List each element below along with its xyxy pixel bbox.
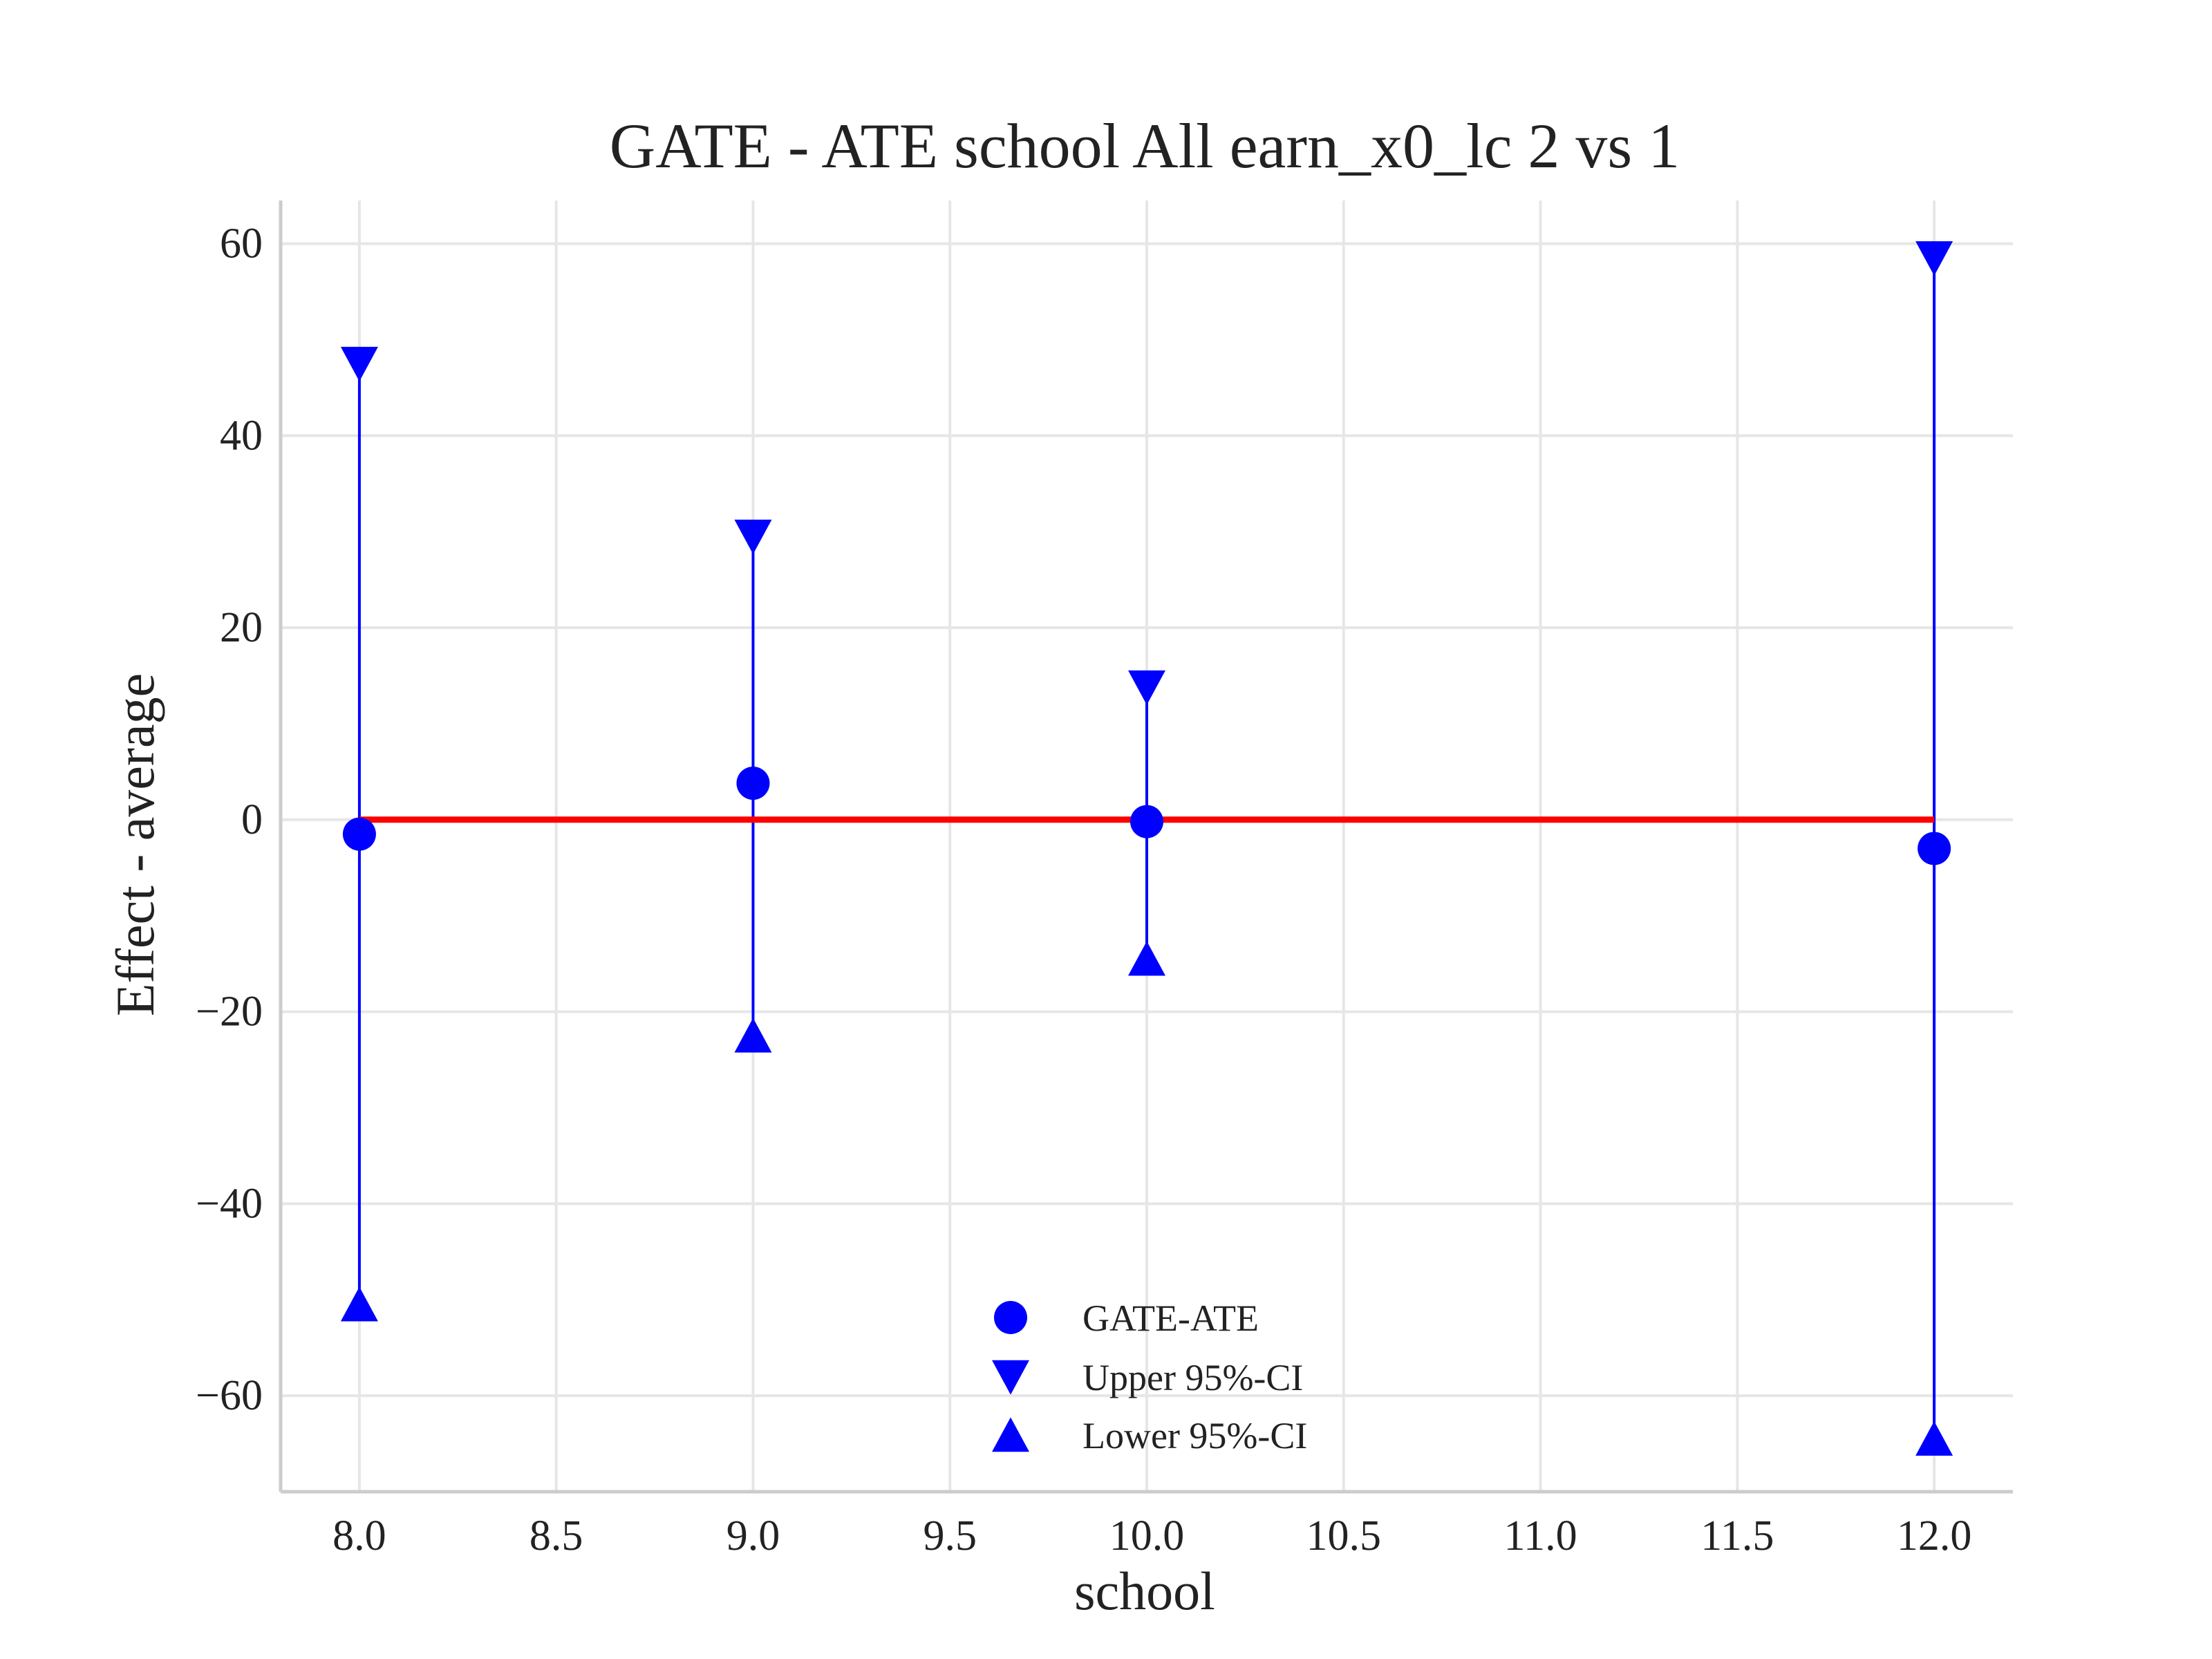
upper-ci-marker [734, 519, 772, 554]
y-tick-label: 40 [220, 412, 263, 459]
lower-ci-marker [734, 1018, 772, 1053]
x-tick-label: 9.5 [923, 1512, 977, 1559]
x-tick-label: 11.5 [1700, 1512, 1774, 1559]
upper-ci-marker [1915, 241, 1953, 276]
legend: GATE-ATE Upper 95%-CI Lower 95%-CI [992, 1297, 1307, 1456]
x-axis-label: school [1074, 1561, 1215, 1621]
upper-ci-marker [340, 346, 378, 382]
legend-label: Lower 95%-CI [1082, 1415, 1307, 1456]
x-tick-label: 12.0 [1897, 1512, 1972, 1559]
legend-label: GATE-ATE [1082, 1297, 1259, 1339]
legend-marker-gate-ate [994, 1301, 1027, 1334]
chart-title: GATE - ATE school All earn_x0_lc 2 vs 1 [610, 111, 1680, 181]
gate-ate-point [736, 767, 770, 800]
axes [279, 200, 2013, 1494]
y-tick-label: 20 [220, 604, 263, 651]
x-tick-label: 10.5 [1306, 1512, 1382, 1559]
x-tick-label: 11.0 [1503, 1512, 1577, 1559]
x-tick-label: 8.0 [332, 1512, 386, 1559]
gate-ate-point [342, 817, 376, 851]
y-tick-label: 0 [241, 796, 263, 843]
lower-ci-marker [1128, 941, 1165, 976]
legend-marker-upper-ci [992, 1360, 1029, 1395]
y-tick-label: −60 [196, 1372, 263, 1419]
legend-label: Upper 95%-CI [1082, 1357, 1303, 1398]
tick-labels: 8.0 8.5 9.0 9.5 10.0 10.5 11.0 11.5 12.0 −60 −40 −2… [196, 220, 1971, 1559]
gate-ate-point [1130, 805, 1163, 838]
x-tick-label: 10.0 [1109, 1512, 1185, 1559]
y-tick-label: 60 [220, 220, 263, 267]
x-tick-label: 9.0 [727, 1512, 780, 1559]
y-tick-label: −40 [196, 1180, 263, 1227]
gate-ate-point [1918, 832, 1951, 865]
lower-ci-marker [340, 1286, 378, 1322]
plot-area [340, 241, 1953, 1456]
y-tick-label: −20 [196, 988, 263, 1035]
upper-ci-marker [1128, 670, 1165, 705]
y-axis-label: Effect - average [105, 673, 165, 1017]
lower-ci-marker [1915, 1421, 1953, 1456]
legend-marker-lower-ci [992, 1417, 1029, 1452]
x-tick-label: 8.5 [529, 1512, 583, 1559]
